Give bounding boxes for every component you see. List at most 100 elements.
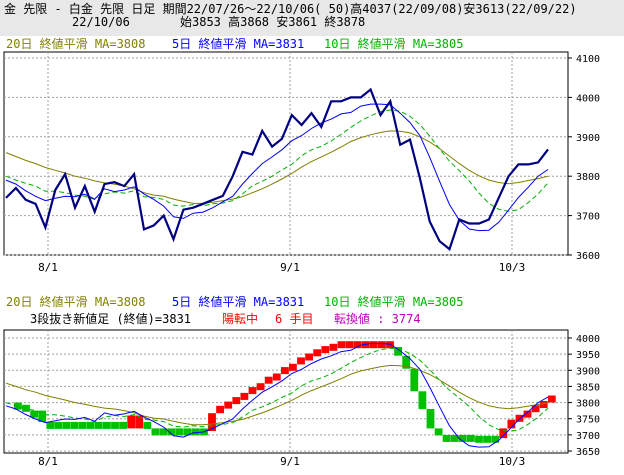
brick-up <box>386 341 394 349</box>
brick-up <box>216 405 224 414</box>
y-tick-label: 3600 <box>576 251 600 262</box>
brick-up <box>523 410 532 418</box>
brick-down <box>119 421 127 429</box>
header-date: 22/10/06 <box>72 15 130 29</box>
y-tick-label: 3800 <box>576 172 600 183</box>
y-tick-label: 4000 <box>576 93 600 104</box>
brick-down <box>86 421 95 429</box>
header-bar <box>0 0 624 36</box>
header-ohlc: 始3853 高3868 安3861 終3878 <box>180 15 366 29</box>
brick-up <box>289 363 297 371</box>
legend-ma20-lower: 20日 終値平滑 MA=3808 <box>6 295 146 309</box>
brick-up <box>539 401 548 408</box>
brick-down <box>94 421 103 429</box>
y-tick-label: 3850 <box>576 382 600 393</box>
brick-up <box>240 392 249 400</box>
brick-up <box>369 341 378 349</box>
brick-up <box>329 343 338 351</box>
x-tick-label: 8/1 <box>38 455 58 468</box>
brick-up <box>297 357 305 365</box>
brick-down <box>78 421 87 429</box>
brick-up <box>272 373 281 381</box>
brick-down <box>467 434 475 442</box>
y-tick-label: 3700 <box>576 212 600 223</box>
brick-down <box>192 428 200 436</box>
brick-down <box>46 421 55 429</box>
price-chart: 4100 4000 3900 3800 3700 3600 8/1 9/1 10/3 <box>3 51 600 274</box>
brick-up <box>547 395 556 403</box>
brick-down <box>111 421 119 429</box>
x-tick-label: 9/1 <box>280 261 300 274</box>
series-ma20 <box>5 130 549 204</box>
brick-down <box>434 428 443 436</box>
brick-down <box>402 355 411 369</box>
brick-up <box>321 346 330 354</box>
y-tick-label: 3750 <box>576 415 600 426</box>
x-tick-label: 9/1 <box>280 455 300 468</box>
brick-down <box>418 391 427 410</box>
brick-up <box>135 415 144 429</box>
brick-up <box>515 414 524 422</box>
brick-down <box>143 421 152 429</box>
brick-down <box>54 421 63 429</box>
brick-down <box>70 421 79 429</box>
brick-down <box>394 347 402 356</box>
legend-ma20: 20日 終値平滑 MA=3808 <box>6 37 146 51</box>
brick-up <box>378 341 386 349</box>
brick-up <box>264 376 273 384</box>
brick-down <box>491 435 500 443</box>
brick-up <box>313 349 322 357</box>
x-tick-label: 10/3 <box>499 455 526 468</box>
series-ma20 <box>5 364 549 426</box>
legend-ma5: 5日 終値平滑 MA=3831 <box>172 37 305 51</box>
y-tick-label: 3800 <box>576 399 600 410</box>
y-tick-label: 3950 <box>576 350 600 361</box>
kagi-label: 3段抜き新値足 (終値)=3831 <box>30 312 192 326</box>
series-close <box>5 87 549 251</box>
y-tick-label: 3900 <box>576 366 600 377</box>
brick-down <box>426 409 435 429</box>
brick-up <box>337 341 346 349</box>
new-price-chart: 4000 3950 3900 3850 3800 3750 3700 3650 8/1 9/1 10… <box>3 329 600 468</box>
brick-up <box>499 428 508 439</box>
brick-up <box>224 401 233 409</box>
brick-down <box>167 428 176 436</box>
brick-up <box>305 353 313 361</box>
brick-down <box>458 434 467 442</box>
brick-down <box>442 434 451 442</box>
brick-up <box>232 397 241 405</box>
brick-down <box>175 428 184 436</box>
kagi-step: 6 手目 <box>275 312 314 326</box>
brick-up <box>248 387 257 395</box>
brick-down <box>450 434 459 442</box>
brick-down <box>103 421 111 429</box>
series-ma5 <box>5 103 549 232</box>
y-tick-label: 4100 <box>576 54 600 65</box>
kagi-turn: 転換値 : 3774 <box>334 312 421 326</box>
y-tick-label: 3900 <box>576 133 600 144</box>
legend-ma5-lower: 5日 終値平滑 MA=3831 <box>172 295 305 309</box>
brick-down <box>183 428 192 436</box>
brick-up <box>127 415 136 429</box>
legend-ma10-lower: 10日 終値平滑 MA=3805 <box>324 295 464 309</box>
kagi-status: 陽転中 <box>222 312 259 326</box>
series-ma10 <box>5 109 549 212</box>
brick-down <box>475 435 483 443</box>
brick-up <box>531 405 540 413</box>
brick-up <box>507 419 516 429</box>
brick-up <box>256 383 265 391</box>
series-ma10 <box>5 347 549 432</box>
brick-up <box>281 367 289 375</box>
brick-down <box>30 410 38 418</box>
brick-down <box>151 428 160 436</box>
x-tick-label: 8/1 <box>38 261 58 274</box>
brick-up <box>208 413 216 431</box>
y-tick-label: 3700 <box>576 431 600 442</box>
y-tick-label: 3650 <box>576 447 600 458</box>
legend-ma10: 10日 終値平滑 MA=3805 <box>324 37 464 51</box>
brick-down <box>410 368 419 392</box>
x-tick-label: 10/3 <box>499 261 526 274</box>
brick-down <box>483 435 491 443</box>
brick-down <box>159 428 168 436</box>
